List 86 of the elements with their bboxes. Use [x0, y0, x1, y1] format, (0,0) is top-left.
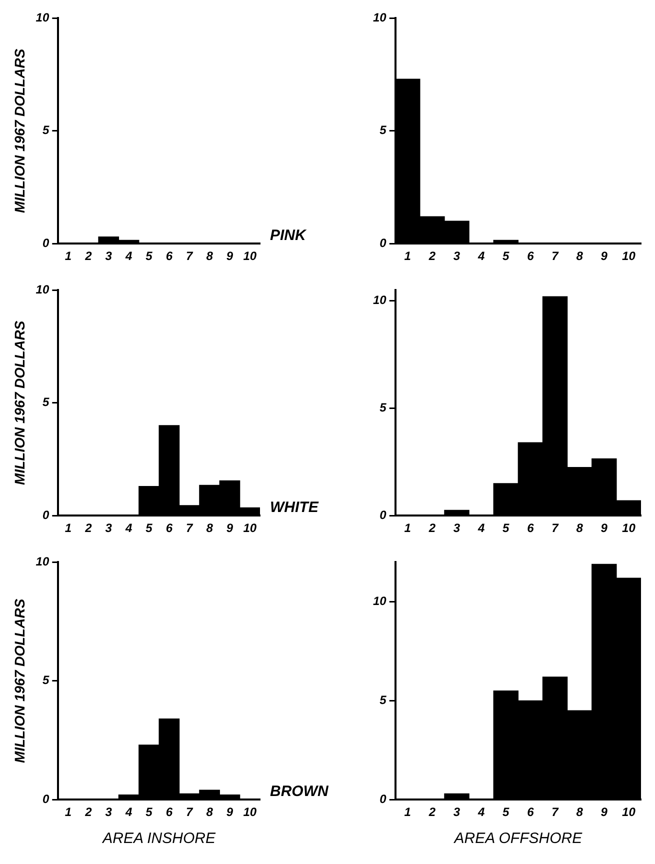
x-tick-label: 9 — [600, 249, 608, 264]
x-tick-label: 2 — [428, 805, 436, 820]
y-tick-label: 0 — [42, 236, 50, 250]
x-tick-label: 4 — [476, 249, 485, 264]
x-tick-label: 3 — [453, 249, 460, 264]
x-tick-label: 9 — [226, 805, 234, 820]
x-tick-label: 7 — [552, 521, 560, 536]
x-tick-label: 8 — [576, 249, 584, 264]
x-tick-label: 10 — [622, 249, 636, 264]
x-axis-title: AREA INSHORE — [102, 830, 216, 848]
x-tick-label: 2 — [428, 249, 436, 264]
y-tick-label: 0 — [380, 236, 387, 250]
x-tick-label: 1 — [64, 521, 72, 536]
x-tick-label: 6 — [166, 249, 173, 264]
x-tick-label: 1 — [404, 249, 412, 264]
x-tick-label: 10 — [622, 805, 636, 820]
y-tick-label: 10 — [372, 10, 387, 25]
y-tick-label: 5 — [380, 123, 387, 138]
text: BROWN — [270, 783, 330, 800]
y-axis-title: MILLION 1967 DOLLARS — [11, 48, 28, 213]
x-tick-label: 5 — [146, 805, 153, 820]
x-tick-label: 9 — [226, 249, 234, 264]
x-tick-label: 9 — [600, 521, 608, 536]
x-tick-label: 10 — [243, 249, 257, 264]
x-tick-label: 10 — [243, 805, 257, 820]
x-tick-label: 4 — [124, 521, 132, 536]
y-tick-label: 0 — [42, 508, 50, 522]
x-tick-label: 7 — [186, 805, 194, 820]
x-tick-label: 7 — [552, 805, 560, 820]
x-tick-label: 7 — [186, 249, 194, 264]
x-tick-label: 5 — [502, 521, 510, 536]
x-tick-label: 4 — [124, 249, 132, 264]
x-tick-label: 7 — [552, 249, 560, 264]
x-tick-label: 2 — [84, 521, 92, 536]
x-tick-label: 7 — [186, 521, 194, 536]
y-tick-label: 10 — [36, 10, 50, 25]
x-tick-label: 1 — [404, 805, 412, 820]
y-tick-label: 5 — [42, 395, 50, 410]
x-tick-label: 3 — [453, 805, 460, 820]
x-tick-label: 8 — [206, 521, 214, 536]
x-tick-label: 6 — [166, 521, 173, 536]
x-tick-label: 1 — [64, 805, 72, 820]
x-tick-label: 9 — [600, 805, 608, 820]
text: WHITE — [270, 499, 320, 516]
x-tick-label: 3 — [105, 805, 112, 820]
x-tick-label: 10 — [622, 521, 636, 536]
x-tick-label: 1 — [64, 249, 72, 264]
x-tick-label: 4 — [476, 521, 485, 536]
x-tick-label: 8 — [206, 805, 214, 820]
y-tick-label: 10 — [372, 293, 387, 308]
x-tick-label: 8 — [576, 521, 584, 536]
x-tick-label: 3 — [105, 521, 112, 536]
x-tick-label: 2 — [428, 521, 436, 536]
x-tick-label: 2 — [84, 249, 92, 264]
x-tick-label: 9 — [226, 521, 234, 536]
y-tick-label: 0 — [380, 508, 387, 522]
x-tick-label: 8 — [576, 805, 584, 820]
x-tick-label: 5 — [502, 805, 510, 820]
x-tick-label: 4 — [476, 805, 485, 820]
x-tick-label: 10 — [243, 521, 257, 536]
x-tick-label: 5 — [502, 249, 510, 264]
x-axis-title: AREA OFFSHORE — [453, 830, 584, 848]
x-tick-label: 4 — [124, 805, 132, 820]
y-tick-label: 5 — [42, 123, 50, 138]
x-tick-label: 8 — [206, 249, 214, 264]
y-tick-label: 0 — [42, 792, 50, 806]
x-tick-label: 5 — [146, 249, 153, 264]
y-tick-label: 10 — [372, 594, 387, 608]
y-tick-label: 0 — [380, 792, 387, 806]
y-tick-label: 5 — [380, 400, 387, 415]
x-tick-label: 6 — [166, 805, 173, 820]
x-tick-label: 3 — [105, 249, 112, 264]
y-tick-label: 5 — [42, 673, 50, 688]
y-tick-label: 10 — [36, 282, 50, 297]
x-tick-label: 2 — [84, 805, 92, 820]
text: PINK — [270, 227, 308, 244]
y-axis-title: MILLION 1967 DOLLARS — [11, 320, 28, 485]
x-tick-label: 6 — [527, 249, 534, 264]
x-tick-label: 5 — [146, 521, 153, 536]
x-tick-label: 1 — [404, 521, 412, 536]
x-tick-label: 6 — [527, 805, 534, 820]
y-axis-title: MILLION 1967 DOLLARS — [11, 598, 28, 763]
x-tick-label: 6 — [527, 521, 534, 536]
x-tick-label: 3 — [453, 521, 460, 536]
y-tick-label: 5 — [380, 692, 387, 707]
y-tick-label: 10 — [36, 554, 50, 569]
